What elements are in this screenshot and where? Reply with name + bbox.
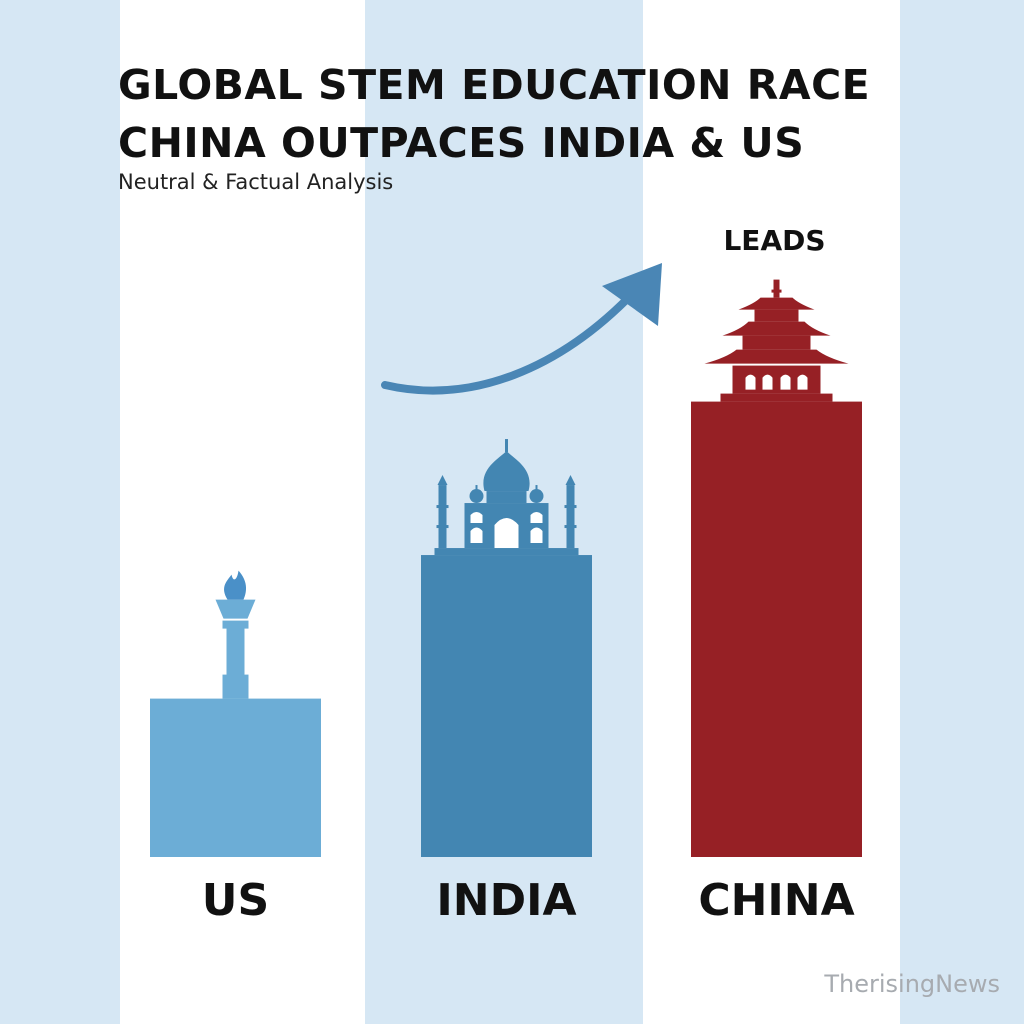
chart-title: GLOBAL STEM EDUCATION RACE CHINA OUTPACE… — [118, 56, 870, 172]
chart-title-line-2: CHINA OUTPACES INDIA & US — [118, 119, 805, 167]
category-label-china: CHINA — [698, 875, 854, 926]
bar-china — [691, 401, 862, 857]
watermark: TherisingNews — [824, 970, 1000, 998]
background-stripe-right — [900, 0, 1024, 1024]
bar-india — [421, 555, 592, 857]
torch-icon — [215, 570, 256, 699]
pagoda-icon — [704, 279, 849, 402]
trend-arrow-shaft — [381, 286, 640, 395]
category-label-us: US — [202, 875, 269, 926]
chart-subtitle: Neutral & Factual Analysis — [118, 170, 394, 194]
leads-annotation: LEADS — [723, 224, 825, 257]
category-label-india: INDIA — [436, 875, 576, 926]
bar-us — [150, 698, 321, 857]
chart-title-line-1: GLOBAL STEM EDUCATION RACE — [118, 61, 871, 109]
background-stripe-left — [0, 0, 120, 1024]
taj-mahal-icon — [434, 439, 579, 556]
trend-arrow-head — [602, 263, 662, 326]
